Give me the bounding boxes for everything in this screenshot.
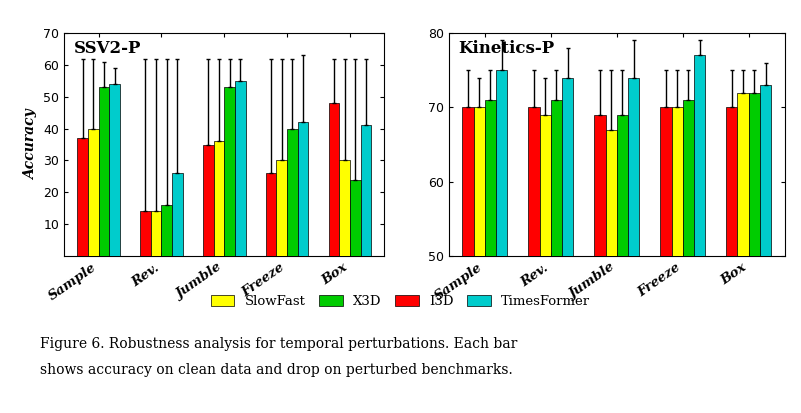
Text: SSV2-P: SSV2-P	[74, 40, 141, 57]
Bar	[140, 211, 151, 256]
Bar	[473, 107, 485, 413]
Bar	[617, 115, 628, 413]
Bar	[760, 85, 771, 413]
Bar	[628, 78, 639, 413]
Bar	[109, 84, 120, 256]
Bar	[276, 161, 287, 256]
Bar	[462, 107, 473, 413]
Bar	[287, 128, 298, 256]
Text: shows accuracy on clean data and drop on perturbed benchmarks.: shows accuracy on clean data and drop on…	[40, 363, 513, 377]
Bar	[328, 103, 340, 256]
Y-axis label: Accuracy: Accuracy	[24, 109, 38, 180]
Bar	[562, 78, 574, 413]
Bar	[162, 205, 172, 256]
Bar	[594, 115, 606, 413]
Bar	[360, 126, 372, 256]
Text: Kinetics-P: Kinetics-P	[459, 40, 555, 57]
Bar	[151, 211, 162, 256]
Text: Figure 6. Robustness analysis for temporal perturbations. Each bar: Figure 6. Robustness analysis for tempor…	[40, 337, 517, 351]
Bar	[540, 115, 551, 413]
Bar	[298, 122, 308, 256]
Bar	[682, 100, 694, 413]
Bar	[203, 145, 214, 256]
Bar	[340, 161, 350, 256]
Bar	[529, 107, 540, 413]
Bar	[749, 93, 760, 413]
Bar	[214, 141, 224, 256]
Bar	[694, 55, 705, 413]
Bar	[88, 128, 99, 256]
Bar	[77, 138, 88, 256]
Bar	[551, 100, 562, 413]
Bar	[485, 100, 496, 413]
Bar	[266, 173, 276, 256]
Bar	[350, 180, 360, 256]
Bar	[496, 70, 507, 413]
Bar	[660, 107, 671, 413]
Bar	[671, 107, 682, 413]
Bar	[727, 107, 738, 413]
Bar	[224, 87, 235, 256]
Bar	[738, 93, 749, 413]
Bar	[235, 81, 246, 256]
Bar	[99, 87, 109, 256]
Bar	[172, 173, 183, 256]
Legend: SlowFast, X3D, I3D, TimesFormer: SlowFast, X3D, I3D, TimesFormer	[205, 290, 596, 313]
Bar	[606, 130, 617, 413]
